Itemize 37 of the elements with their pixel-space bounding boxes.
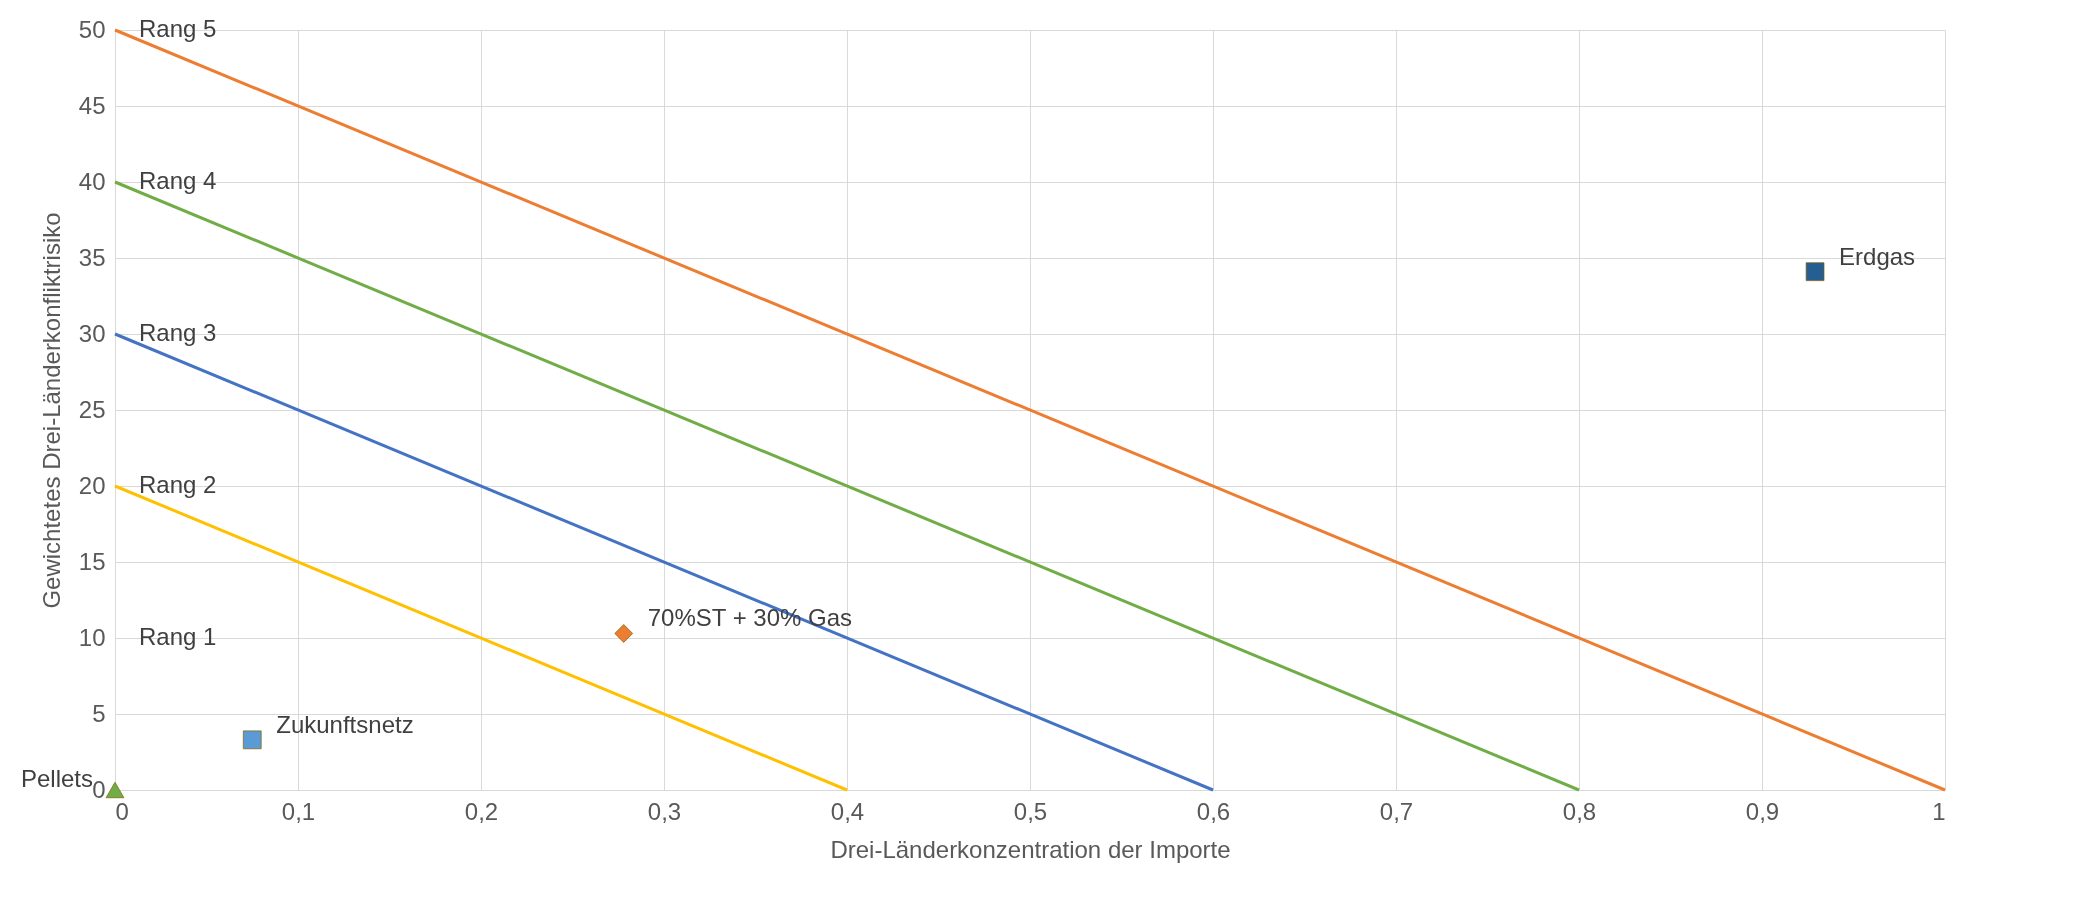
x-tick-label: 1 <box>1932 797 1946 825</box>
x-axis-title: Drei-Länderkonzentration der Importe <box>830 835 1231 863</box>
annotation: Rang 1 <box>139 623 217 650</box>
series-label: Pellets <box>20 765 93 792</box>
series-label: 70%ST + 30% Gas <box>647 604 853 632</box>
x-tick-label: 0,5 <box>1013 797 1048 825</box>
series-label: Rang 2 <box>139 471 217 498</box>
series-label: Zukunftsnetz <box>276 710 414 738</box>
series-label: Rang 3 <box>139 319 217 346</box>
y-tick-label: 15 <box>78 547 106 575</box>
y-tick-label: 20 <box>78 471 106 499</box>
x-tick-label: 0,2 <box>464 797 499 825</box>
x-tick-label: 0,3 <box>647 797 682 825</box>
point <box>1805 262 1825 282</box>
x-tick-label: 0 <box>115 797 129 825</box>
y-tick-label: 45 <box>78 91 106 119</box>
x-tick-label: 0,6 <box>1196 797 1231 825</box>
y-tick-label: 5 <box>92 699 106 727</box>
x-tick-label: 0,7 <box>1379 797 1414 825</box>
series-label: Rang 4 <box>139 167 217 194</box>
x-tick-label: 0,1 <box>281 797 316 825</box>
y-axis-title: Gewichtetes Drei-Länderkonfliktrisiko <box>37 212 65 609</box>
y-tick-label: 25 <box>78 395 106 423</box>
y-tick-label: 40 <box>78 167 106 195</box>
series-label: Erdgas <box>1839 242 1916 270</box>
point <box>614 624 634 643</box>
y-tick-label: 30 <box>78 319 106 347</box>
point <box>242 730 262 750</box>
point <box>105 781 125 799</box>
y-tick-label: 35 <box>78 243 106 271</box>
x-tick-label: 0,9 <box>1745 797 1780 825</box>
x-tick-label: 0,4 <box>830 797 865 825</box>
series-label: Rang 5 <box>139 15 217 42</box>
x-tick-label: 0,8 <box>1562 797 1597 825</box>
y-tick-label: 0 <box>92 775 106 803</box>
y-tick-label: 10 <box>78 623 106 651</box>
y-tick-label: 50 <box>78 15 106 43</box>
